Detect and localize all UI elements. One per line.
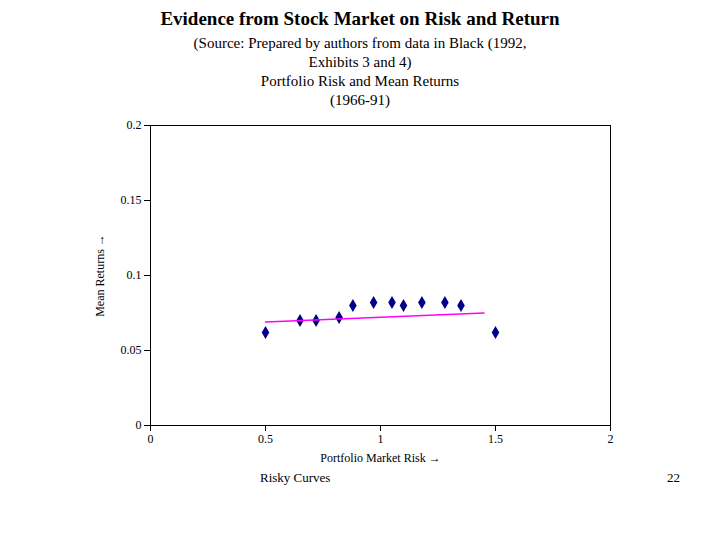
svg-text:Mean Returns →: Mean Returns →	[93, 234, 107, 317]
svg-text:0.15: 0.15	[121, 193, 142, 207]
svg-text:0.05: 0.05	[121, 343, 142, 357]
svg-text:0.1: 0.1	[127, 268, 142, 282]
html-text:Exhibits 3 and 4): Exhibits 3 and 4)	[308, 54, 412, 70]
html-text:Risky Curves: Risky Curves	[260, 470, 331, 485]
html-text:Evidence from Stock Market on: Evidence from Stock Market on Risk and R…	[160, 8, 560, 29]
svg-text:0: 0	[148, 432, 154, 446]
html-text:(1966-91): (1966-91)	[330, 92, 390, 108]
html-text:Portfolio Risk and Mean Return: Portfolio Risk and Mean Returns	[260, 73, 460, 89]
svg-text:1: 1	[378, 432, 384, 446]
svg-text:0.2: 0.2	[127, 118, 142, 132]
html-text:22: 22	[667, 470, 680, 485]
svg-text:0: 0	[136, 418, 142, 432]
svg-text:1.5: 1.5	[488, 432, 503, 446]
svg-text:Portfolio Market Risk →: Portfolio Market Risk →	[320, 451, 440, 465]
svg-text:2: 2	[608, 432, 614, 446]
svg-text:0.5: 0.5	[258, 432, 273, 446]
html-text:(Source: Prepared by authors f: (Source: Prepared by authors from data i…	[193, 35, 527, 51]
